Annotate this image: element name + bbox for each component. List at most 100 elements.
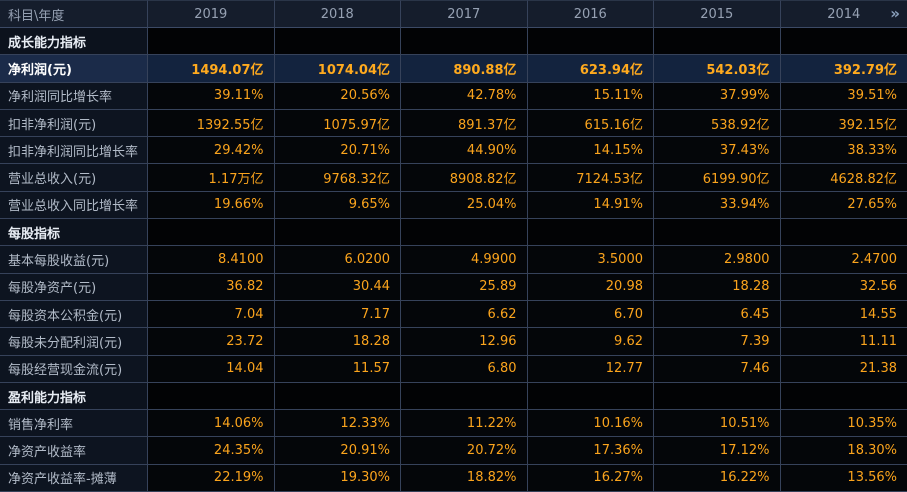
value-cell: 15.11% [527,82,654,110]
value-cell: 23.72 [148,328,275,356]
value-cell: 18.28 [274,328,401,356]
value-cell: 538.92亿 [654,109,781,138]
row-label: 每股未分配利润(元) [0,328,148,356]
value-cell: 1494.07亿 [148,55,275,83]
value-cell: 6199.90亿 [654,164,781,192]
value-cell: 9.62 [527,328,654,356]
value-cell: 7.39 [654,328,781,356]
value-cell [780,219,907,247]
table-row[interactable]: 营业总收入同比增长率 19.66% 9.65% 25.04% 14.91% 33.94% 2… [0,191,907,220]
value-cell: 890.88亿 [401,55,528,83]
value-cell: 6.62 [401,300,528,329]
table-row[interactable]: 每股经营现金流(元) 14.04 11.57 6.80 12.77 7.46 21.38 [0,355,907,383]
value-cell: 12.77 [527,355,654,383]
value-cell: 8908.82亿 [401,164,528,192]
value-cell: 6.70 [527,300,654,329]
value-cell [780,382,907,411]
table-row[interactable]: 每股资本公积金(元) 7.04 7.17 6.62 6.70 6.45 14.55 [0,300,907,329]
value-cell: 39.51% [780,82,907,110]
value-cell [654,382,781,411]
table-row[interactable]: 营业总收入(元) 1.17万亿 9768.32亿 8908.82亿 7124.53亿 61… [0,164,907,192]
value-cell: 1392.55亿 [148,109,275,138]
value-cell: 1075.97亿 [274,109,401,138]
value-cell: 6.80 [401,355,528,383]
table-row[interactable]: 扣非净利润(元) 1392.55亿 1075.97亿 891.37亿 615.16亿 53… [0,109,907,138]
value-cell [274,219,401,247]
more-columns-icon[interactable]: » [890,4,900,23]
value-cell: 8.4100 [148,246,275,274]
table-row[interactable]: 净资产收益率 24.35% 20.91% 20.72% 17.36% 17.12% 18.3… [0,437,907,465]
value-cell [274,28,401,56]
value-cell: 33.94% [654,191,781,220]
value-cell: 615.16亿 [527,109,654,138]
year-column-header-2019[interactable]: 2019 [148,0,275,28]
value-cell: 9768.32亿 [274,164,401,192]
value-cell: 14.06% [148,410,275,438]
value-cell: 10.35% [780,410,907,438]
table-header-row: 科目\年度 2019 2018 2017 2016 2015 2014 » [0,0,907,28]
value-cell [654,219,781,247]
value-cell: 14.55 [780,300,907,329]
value-cell: 11.11 [780,328,907,356]
year-column-header-2018[interactable]: 2018 [274,0,401,28]
row-label: 基本每股收益(元) [0,246,148,274]
table-row[interactable]: 扣非净利润同比增长率 29.42% 20.71% 44.90% 14.15% 37.43%… [0,137,907,165]
value-cell: 2.9800 [654,246,781,274]
value-cell: 891.37亿 [401,109,528,138]
value-cell [527,382,654,411]
value-cell: 3.5000 [527,246,654,274]
value-cell: 12.96 [401,328,528,356]
corner-header: 科目\年度 [0,0,148,28]
value-cell [527,219,654,247]
value-cell: 392.15亿 [780,109,907,138]
row-label: 营业总收入(元) [0,164,148,192]
row-label: 每股经营现金流(元) [0,355,148,383]
table-row[interactable]: 基本每股收益(元) 8.4100 6.0200 4.9900 3.5000 2.9800 2… [0,246,907,274]
row-label: 成长能力指标 [0,28,148,56]
table-row[interactable]: 销售净利率 14.06% 12.33% 11.22% 10.16% 10.51% 10.35… [0,410,907,438]
section-row: 盈利能力指标 [0,382,907,411]
row-label: 净利润(元) [0,55,148,83]
value-cell [148,28,275,56]
value-cell: 9.65% [274,191,401,220]
value-cell: 542.03亿 [654,55,781,83]
value-cell: 20.56% [274,82,401,110]
value-cell [401,219,528,247]
table-row[interactable]: 每股未分配利润(元) 23.72 18.28 12.96 9.62 7.39 11.11 [0,328,907,356]
value-cell [401,28,528,56]
year-column-header-2015[interactable]: 2015 [654,0,781,28]
table-row[interactable]: 净利润同比增长率 39.11% 20.56% 42.78% 15.11% 37.99% 39… [0,82,907,110]
value-cell [780,28,907,56]
row-label: 营业总收入同比增长率 [0,191,148,220]
value-cell: 29.42% [148,137,275,165]
year-column-header-2016[interactable]: 2016 [527,0,654,28]
value-cell: 1.17万亿 [148,164,275,192]
value-cell: 42.78% [401,82,528,110]
value-cell: 7.04 [148,300,275,329]
value-cell: 16.27% [527,464,654,492]
value-cell: 7124.53亿 [527,164,654,192]
value-cell [401,382,528,411]
table-row[interactable]: 净资产收益率-摊薄 22.19% 19.30% 18.82% 16.27% 16.22% 1… [0,464,907,492]
value-cell: 11.57 [274,355,401,383]
year-label: 2014 [827,6,861,22]
year-column-header-2017[interactable]: 2017 [401,0,528,28]
value-cell: 14.91% [527,191,654,220]
value-cell: 20.72% [401,437,528,465]
selected-table-row[interactable]: 净利润(元) 1494.07亿 1074.04亿 890.88亿 623.94亿 542.… [0,55,907,83]
value-cell: 39.11% [148,82,275,110]
value-cell: 44.90% [401,137,528,165]
row-label: 每股净资产(元) [0,273,148,301]
value-cell: 19.30% [274,464,401,492]
year-column-header-2014[interactable]: 2014 » [780,0,907,28]
row-label: 净利润同比增长率 [0,82,148,110]
value-cell: 20.98 [527,273,654,301]
value-cell: 38.33% [780,137,907,165]
value-cell [527,28,654,56]
table-row[interactable]: 每股净资产(元) 36.82 30.44 25.89 20.98 18.28 32.56 [0,273,907,301]
value-cell [274,382,401,411]
value-cell: 18.28 [654,273,781,301]
value-cell: 18.30% [780,437,907,465]
value-cell: 14.04 [148,355,275,383]
value-cell: 25.04% [401,191,528,220]
